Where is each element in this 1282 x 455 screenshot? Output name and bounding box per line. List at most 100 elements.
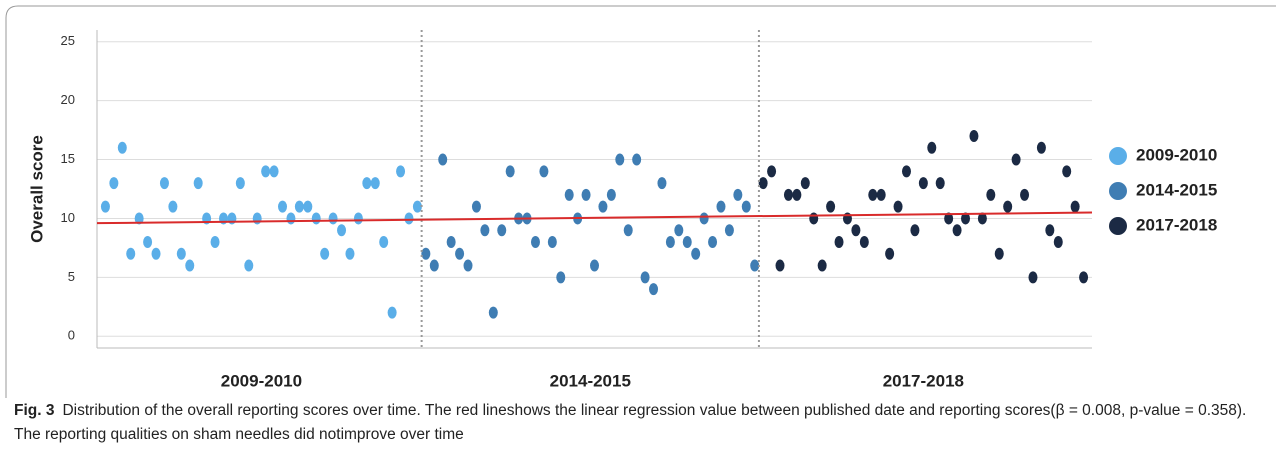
point — [1062, 165, 1072, 178]
point — [100, 200, 110, 213]
point — [151, 247, 161, 260]
point — [927, 141, 937, 154]
point — [353, 212, 363, 225]
point — [530, 236, 540, 248]
point — [986, 188, 996, 201]
point — [682, 236, 692, 248]
point — [590, 259, 599, 272]
point — [564, 188, 574, 201]
point — [463, 259, 473, 272]
point — [311, 212, 321, 225]
point — [1053, 236, 1063, 248]
point — [901, 165, 911, 178]
point — [767, 165, 777, 178]
point — [252, 212, 262, 225]
point — [623, 224, 633, 237]
point — [935, 177, 945, 190]
point — [674, 224, 684, 237]
point — [944, 212, 954, 225]
point — [556, 271, 566, 284]
point — [210, 236, 220, 248]
point — [421, 247, 431, 260]
point — [758, 177, 768, 190]
point — [581, 188, 591, 201]
y-tick-label: 10 — [61, 210, 75, 225]
point — [429, 259, 439, 272]
caption: Fig. 3 Distribution of the overall report… — [14, 399, 1264, 447]
point — [488, 306, 498, 319]
point — [969, 130, 979, 142]
point — [328, 212, 338, 225]
point — [885, 247, 895, 260]
point — [370, 177, 380, 190]
point — [404, 212, 414, 225]
point — [193, 177, 203, 190]
point — [708, 236, 718, 248]
legend-marker — [1109, 147, 1127, 165]
point — [665, 236, 675, 248]
point — [143, 236, 153, 248]
point — [185, 259, 195, 272]
point — [294, 200, 304, 213]
point — [918, 177, 928, 190]
point — [783, 188, 793, 201]
point — [1011, 153, 1021, 166]
point — [851, 224, 861, 237]
point — [809, 212, 819, 225]
point — [455, 247, 465, 260]
point — [733, 188, 743, 201]
point — [547, 236, 557, 248]
point — [699, 212, 709, 225]
point — [977, 212, 987, 225]
point — [176, 247, 186, 260]
y-tick-label: 5 — [68, 269, 75, 284]
point — [1020, 188, 1030, 201]
point — [910, 224, 920, 237]
point — [303, 200, 313, 213]
point — [159, 177, 169, 190]
point — [337, 224, 347, 237]
point — [1079, 271, 1089, 284]
point — [800, 177, 810, 190]
point — [893, 200, 903, 213]
point — [691, 247, 701, 260]
point — [741, 200, 751, 213]
legend-label: 2014-2015 — [1136, 180, 1217, 199]
point — [497, 224, 507, 237]
point — [826, 200, 836, 213]
point — [859, 236, 869, 248]
point — [396, 165, 406, 178]
point — [261, 165, 271, 178]
point — [362, 177, 372, 190]
point — [126, 247, 136, 260]
point — [750, 259, 760, 272]
point — [632, 153, 642, 166]
point — [834, 236, 844, 248]
caption-label: Fig. 3 — [14, 402, 55, 419]
point — [876, 188, 886, 201]
legend-label: 2009-2010 — [1136, 145, 1217, 164]
point — [1070, 200, 1080, 213]
point — [615, 153, 625, 166]
x-group-label: 2017-2018 — [883, 371, 964, 390]
legend-marker — [1109, 182, 1127, 200]
y-axis-label: Overall score — [27, 135, 46, 243]
point — [387, 306, 397, 319]
point — [438, 153, 448, 166]
trendline — [96, 211, 1093, 225]
point — [1028, 271, 1038, 284]
point — [269, 165, 279, 178]
point — [278, 200, 288, 213]
point — [775, 259, 785, 272]
point — [724, 224, 734, 237]
point — [286, 212, 296, 225]
y-tick-label: 25 — [61, 33, 75, 48]
point — [446, 236, 456, 248]
point — [117, 141, 127, 154]
point — [961, 212, 971, 225]
point — [952, 224, 962, 237]
point — [606, 188, 616, 201]
point — [539, 165, 549, 178]
point — [994, 247, 1004, 260]
point — [109, 177, 119, 190]
